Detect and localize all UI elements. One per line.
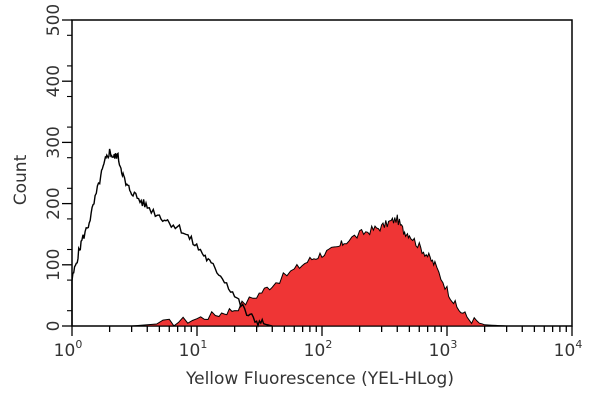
y-tick-label: 300 xyxy=(44,126,64,158)
y-axis-title: Count xyxy=(11,154,31,205)
y-axis: 0 100 200 300 400 500 xyxy=(44,4,72,332)
y-tick-label: 500 xyxy=(44,4,64,36)
y-tick-label: 200 xyxy=(44,187,64,219)
x-tick-label: 102 xyxy=(304,338,333,361)
y-tick-label: 400 xyxy=(44,65,64,97)
x-axis-title: Yellow Fluorescence (YEL-HLog) xyxy=(185,369,454,389)
control-population-outline xyxy=(71,148,273,328)
y-tick-label: 100 xyxy=(44,249,64,281)
x-tick-label: 100 xyxy=(54,338,83,361)
x-tick-label: 103 xyxy=(429,338,458,361)
red-population-area xyxy=(131,214,507,327)
x-tick-label: 101 xyxy=(179,338,208,361)
y-tick-label: 0 xyxy=(44,321,64,332)
x-tick-label: 104 xyxy=(554,338,583,361)
x-axis: 100 101 102 103 104 xyxy=(54,326,583,361)
